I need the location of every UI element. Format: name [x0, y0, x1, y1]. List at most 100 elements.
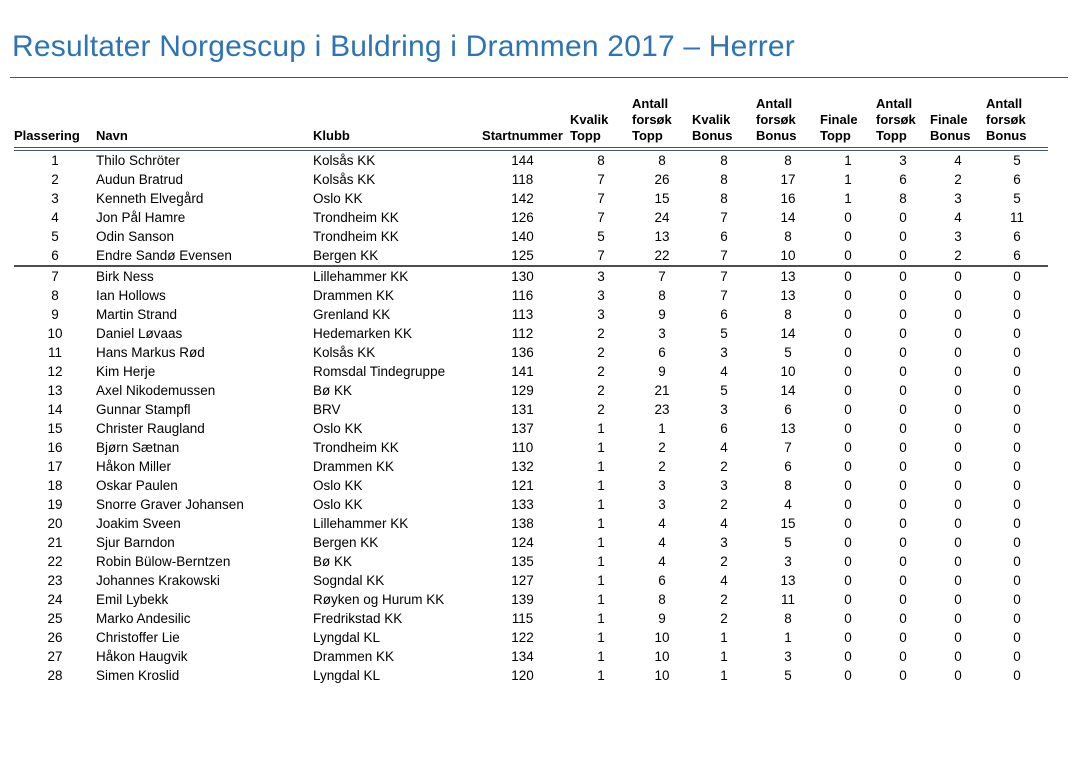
cell-forsok-topp: 23	[654, 402, 670, 417]
cell-club: Oslo KK	[313, 478, 363, 493]
column-header-finale-forsok-bonus: Antall forsøk Bonus	[986, 86, 1048, 151]
cell-bib: 113	[511, 307, 534, 322]
cell-forsok-topp: 2	[658, 440, 666, 455]
cell-forsok-bonus: 5	[784, 668, 792, 683]
cell-finale-bonus: 0	[954, 630, 962, 645]
cell-forsok-bonus: 13	[780, 421, 796, 436]
cell-finale-bonus: 2	[954, 172, 962, 187]
table-row: 1 Thilo Schröter Kolsås KK 144 8 8 8 8 1 3 4 5	[14, 149, 1048, 170]
cell-forsok-bonus: 6	[784, 402, 792, 417]
cell-rank: 16	[47, 440, 63, 455]
cell-finale-topp: 0	[844, 497, 852, 512]
cell-forsok-topp: 7	[658, 269, 666, 284]
cell-kvalik-bonus: 2	[720, 592, 728, 607]
cell-finale-topp: 0	[844, 630, 852, 645]
column-header-label: Klubb	[313, 128, 350, 143]
cell-finale-forsok-bonus: 6	[1013, 172, 1021, 187]
cell-forsok-bonus: 3	[784, 649, 792, 664]
cell-finale-forsok-bonus: 0	[1013, 630, 1021, 645]
cell-forsok-bonus: 16	[780, 191, 796, 206]
cell-kvalik-bonus: 4	[720, 440, 728, 455]
cell-rank: 18	[47, 478, 63, 493]
table-row: 19 Snorre Graver Johansen Oslo KK 133 1 3 2 4 0 0…	[14, 495, 1048, 514]
cell-bib: 129	[511, 383, 534, 398]
cell-kvalik-topp: 7	[570, 246, 632, 267]
cell-club: Hedemarken KK	[313, 326, 413, 341]
cell-club: Oslo KK	[313, 497, 363, 512]
cell-kvalik-bonus: 1	[720, 668, 728, 683]
table-row: 7 Birk Ness Lillehammer KK 130 3 7 7 13 0 0 0 0	[14, 266, 1048, 286]
cell-kvalik-bonus: 7	[692, 246, 756, 267]
cell-forsok-topp: 1	[658, 421, 666, 436]
cell-finale-topp: 0	[844, 649, 852, 664]
table-row: 9 Martin Strand Grenland KK 113 3 9 6 8 0 0 0 0	[14, 305, 1048, 324]
cell-club: Grenland KK	[313, 307, 391, 322]
cell-kvalik-bonus: 4	[720, 364, 728, 379]
cell-bib: 141	[511, 364, 534, 379]
cell-kvalik-topp: 1	[597, 459, 605, 474]
cell-name: Robin Bülow-Berntzen	[96, 554, 231, 569]
cell-kvalik-bonus: 8	[720, 153, 728, 168]
cell-finale-topp: 0	[844, 554, 852, 569]
table-row: 13 Axel Nikodemussen Bø KK 129 2 21 5 14 0 0 0 0	[14, 381, 1048, 400]
cell-finale-bonus: 0	[954, 554, 962, 569]
cell-finale-topp: 0	[844, 288, 852, 303]
column-header-label: Finale Bonus	[930, 112, 971, 143]
cell-forsok-topp: 3	[658, 326, 666, 341]
cell-finale-bonus: 2	[930, 246, 986, 267]
cell-club: Trondheim KK	[313, 210, 399, 225]
cell-finale-forsok-topp: 0	[899, 459, 907, 474]
table-row: 2 Audun Bratrud Kolsås KK 118 7 26 8 17 1 6 2 6	[14, 170, 1048, 189]
results-table: Plassering Navn Klubb Startnummer Kvalik Top…	[14, 86, 1048, 685]
cell-forsok-topp: 9	[658, 307, 666, 322]
cell-finale-bonus: 0	[954, 459, 962, 474]
cell-rank: 28	[47, 668, 63, 683]
cell-forsok-bonus: 11	[780, 592, 795, 607]
header-row: Plassering Navn Klubb Startnummer Kvalik Top…	[14, 86, 1048, 151]
table-row: 6 Endre Sandø Evensen Bergen KK 125 7 22 7 10 0 0…	[14, 246, 1048, 267]
cell-name: Kim Herje	[96, 364, 156, 379]
cell-finale-forsok-topp: 0	[899, 478, 907, 493]
cell-finale-topp: 0	[844, 611, 852, 626]
table-row: 26 Christoffer Lie Lyngdal KL 122 1 10 1 1 0 0 0 0	[14, 628, 1048, 647]
cell-finale-forsok-bonus: 0	[1013, 649, 1021, 664]
cell-finale-forsok-bonus: 0	[1013, 383, 1021, 398]
column-header-label: Finale Topp	[820, 112, 858, 143]
cell-finale-forsok-bonus: 5	[1013, 153, 1021, 168]
column-header-label: Plassering	[14, 128, 80, 143]
cell-club: Fredrikstad KK	[313, 611, 403, 626]
cell-name: Emil Lybekk	[96, 592, 169, 607]
cell-name: Bjørn Sætnan	[96, 440, 180, 455]
cell-kvalik-topp: 2	[597, 326, 605, 341]
cell-name: Daniel Løvaas	[96, 326, 183, 341]
cell-forsok-bonus: 3	[784, 554, 792, 569]
cell-forsok-topp: 22	[632, 246, 692, 267]
cell-kvalik-topp: 1	[597, 611, 605, 626]
cell-forsok-bonus: 4	[784, 497, 792, 512]
cell-finale-forsok-bonus: 0	[1013, 307, 1021, 322]
column-header-label: Kvalik Bonus	[692, 112, 733, 143]
cell-rank: 21	[47, 535, 63, 550]
cell-club: Røyken og Hurum KK	[313, 592, 445, 607]
table-row: 25 Marko Andesilic Fredrikstad KK 115 1 9 2 8 0 0…	[14, 609, 1048, 628]
cell-forsok-topp: 4	[658, 516, 666, 531]
column-header-antall-forsok-bonus: Antall forsøk Bonus	[756, 86, 820, 151]
cell-finale-forsok-topp: 0	[899, 649, 907, 664]
cell-forsok-topp: 6	[658, 573, 666, 588]
cell-forsok-bonus: 8	[784, 307, 792, 322]
cell-kvalik-topp: 8	[597, 153, 605, 168]
cell-finale-topp: 0	[844, 668, 852, 683]
table-row: 12 Kim Herje Romsdal Tindegruppe 141 2 9 4 10 0 0…	[14, 362, 1048, 381]
cell-kvalik-topp: 1	[597, 573, 605, 588]
cell-club: Lillehammer KK	[313, 269, 409, 284]
cell-forsok-bonus: 13	[780, 288, 796, 303]
cell-finale-forsok-topp: 0	[899, 326, 907, 341]
cell-bib: 118	[511, 172, 534, 187]
cell-finale-forsok-topp: 3	[899, 153, 907, 168]
cell-kvalik-topp: 1	[597, 478, 605, 493]
cell-rank: 6	[14, 246, 96, 267]
column-header-kvalik-bonus: Kvalik Bonus	[692, 86, 756, 151]
cell-name: Oskar Paulen	[96, 478, 178, 493]
cell-rank: 26	[47, 630, 63, 645]
